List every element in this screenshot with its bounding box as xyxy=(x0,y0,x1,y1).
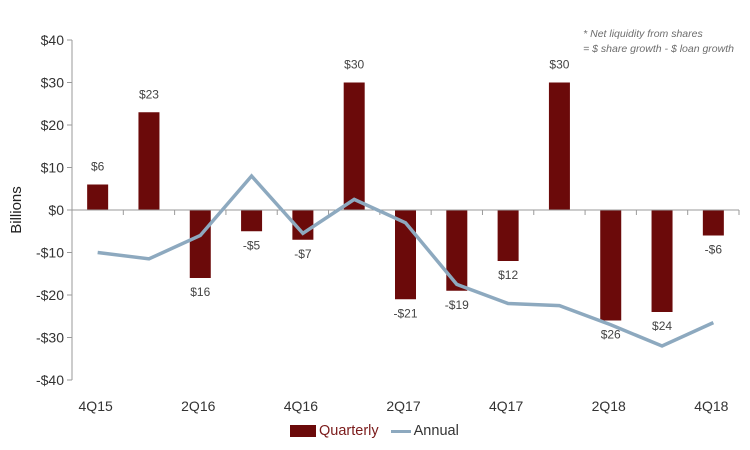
y-tick-label: $30 xyxy=(41,75,65,91)
bar-quarterly xyxy=(446,210,468,291)
y-axis: $40 $30 $20 $10 $0 -$10 -$20 -$30 -$40 xyxy=(36,32,73,388)
y-tick-label: -$40 xyxy=(36,372,64,388)
annotation-note: * Net liquidity from shares = $ share gr… xyxy=(583,27,734,57)
y-tick-label: $40 xyxy=(41,32,65,48)
bar-quarterly xyxy=(87,184,109,210)
legend-label-annual: Annual xyxy=(413,423,459,439)
annotation-line-1: * Net liquidity from shares xyxy=(583,28,703,40)
data-label: $24 xyxy=(652,319,672,333)
x-tick-label: 4Q18 xyxy=(694,398,728,414)
y-tick-label: $10 xyxy=(41,160,65,176)
line-annual xyxy=(97,173,715,348)
bar-quarterly xyxy=(292,210,314,240)
y-tick-label: -$10 xyxy=(36,245,64,261)
bar-quarterly xyxy=(241,210,263,232)
data-label: $30 xyxy=(344,58,364,72)
legend-label-quarterly: Quarterly xyxy=(319,423,379,439)
data-label: -$6 xyxy=(705,243,723,257)
bar-quarterly xyxy=(343,82,365,210)
legend-swatch-annual xyxy=(390,429,411,433)
data-labels: $6 $23 $16 -$5 -$7 $30 -$21 -$19 $12 $30 $26 $24 -$6 xyxy=(91,58,722,342)
bar-quarterly xyxy=(395,210,416,300)
y-tick-label: $0 xyxy=(48,202,64,218)
bars-quarterly xyxy=(87,82,724,321)
data-label: $26 xyxy=(601,328,621,342)
bar-quarterly xyxy=(702,210,724,236)
y-tick-label: -$20 xyxy=(36,287,64,303)
data-label: $12 xyxy=(498,268,518,282)
legend-swatch-quarterly xyxy=(290,425,316,437)
x-tick-label: 2Q18 xyxy=(592,398,626,414)
data-label: -$19 xyxy=(445,298,469,312)
data-label: $6 xyxy=(91,160,105,174)
legend: Quarterly Annual xyxy=(290,423,459,439)
bar-quarterly xyxy=(651,210,673,312)
line-annual-path xyxy=(97,173,715,348)
data-label: -$21 xyxy=(393,306,417,320)
bar-quarterly xyxy=(138,112,160,210)
data-label: -$5 xyxy=(243,238,261,252)
x-axis: 4Q15 2Q16 4Q16 2Q17 4Q17 2Q18 4Q18 xyxy=(72,209,740,414)
bar-quarterly xyxy=(548,82,570,210)
data-label: $30 xyxy=(549,58,569,72)
bar-quarterly xyxy=(189,210,211,278)
x-tick-label: 2Q17 xyxy=(386,398,420,414)
x-tick-label: 4Q17 xyxy=(489,398,523,414)
data-label: $16 xyxy=(190,285,210,299)
annotation-line-2: = $ share growth - $ loan growth xyxy=(583,43,734,55)
bar-quarterly xyxy=(497,210,519,261)
x-tick-label: 4Q16 xyxy=(284,398,318,414)
data-label: $23 xyxy=(139,87,159,101)
bar-quarterly xyxy=(600,210,622,321)
y-axis-title: Billions xyxy=(8,186,25,234)
data-label: -$7 xyxy=(294,247,312,261)
y-tick-label: $20 xyxy=(41,117,65,133)
x-tick-label: 4Q15 xyxy=(79,398,113,414)
y-tick-label: -$30 xyxy=(36,330,64,346)
x-tick-label: 2Q16 xyxy=(181,398,215,414)
